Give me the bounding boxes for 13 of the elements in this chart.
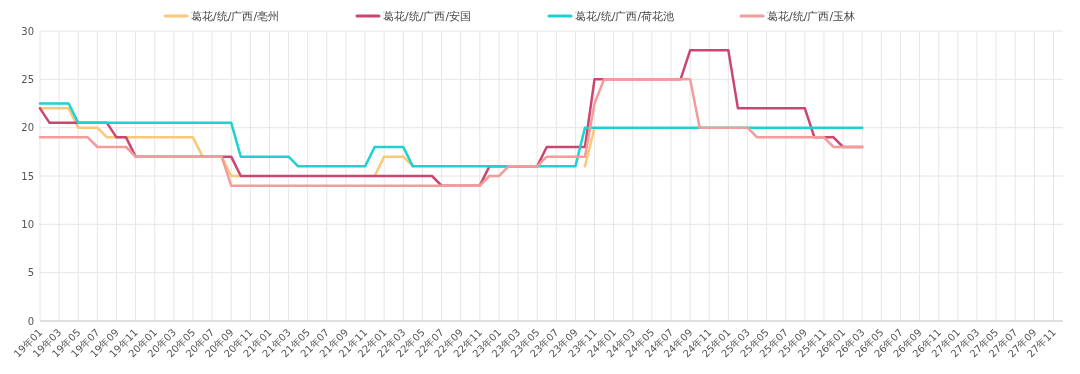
y-tick-label: 20 (21, 122, 34, 134)
line-series (38, 102, 864, 168)
legend-label: 葛花/统/广西/安国 (383, 10, 472, 23)
y-tick-label: 25 (21, 73, 34, 85)
legend-label: 葛花/统/广西/玉林 (767, 10, 856, 23)
y-tick-label: 30 (21, 25, 34, 37)
y-tick-label: 15 (21, 170, 34, 182)
legend-label: 葛花/统/广西/亳州 (191, 10, 280, 23)
y-tick-label: 0 (27, 315, 34, 327)
line-series (38, 78, 864, 187)
y-tick-label: 10 (21, 218, 34, 230)
y-tick-label: 5 (27, 267, 34, 279)
legend-label: 葛花/统/广西/荷花池 (575, 10, 675, 23)
